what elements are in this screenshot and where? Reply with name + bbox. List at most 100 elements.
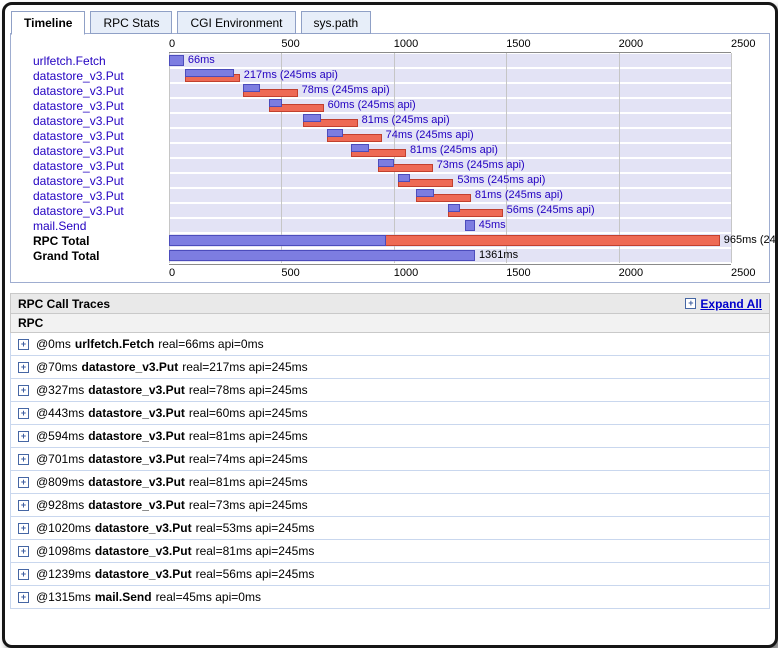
timeline-row-value: 1361ms [478, 249, 519, 261]
timeline-row: Grand Total 1361ms [11, 248, 769, 263]
timeline-row-track: 73ms (245ms api) [169, 159, 731, 172]
api-time-bar [268, 104, 324, 112]
trace-offset: @443ms [36, 406, 85, 420]
api-time-bar [326, 134, 382, 142]
real-time-bar [268, 99, 283, 107]
tab-sys-path[interactable]: sys.path [300, 11, 372, 34]
axis-tick-label: 0 [169, 267, 176, 279]
trace-row[interactable]: + @928ms datastore_v3.Put real=73ms api=245… [11, 494, 769, 517]
trace-row[interactable]: + @70ms datastore_v3.Put real=217ms api=245… [11, 356, 769, 379]
expand-all-link[interactable]: Expand All [700, 296, 762, 311]
timeline-row-name: RPC Total [33, 233, 90, 248]
timeline-row-track: 66ms [169, 54, 731, 67]
timeline-row-name: datastore_v3.Put [33, 188, 124, 203]
trace-row[interactable]: + @443ms datastore_v3.Put real=60ms api=245… [11, 402, 769, 425]
expand-row-icon[interactable]: + [18, 361, 29, 373]
timeline-row-track: 81ms (245ms api) [169, 144, 731, 157]
real-time-bar [302, 114, 321, 122]
expand-all-icon[interactable]: + [685, 298, 697, 309]
real-time-bar [184, 69, 234, 77]
trace-row[interactable]: + @1239ms datastore_v3.Put real=56ms api=24… [11, 563, 769, 586]
axis-tick-label: 500 [281, 267, 300, 279]
axis-tick-label: 2500 [731, 267, 756, 279]
expand-row-icon[interactable]: + [18, 384, 29, 396]
api-time-bar [377, 164, 433, 172]
trace-row[interactable]: + @1098ms datastore_v3.Put real=81ms api=24… [11, 540, 769, 563]
rpc-column-header: RPC [10, 314, 770, 333]
expand-row-icon[interactable]: + [18, 476, 29, 488]
trace-method: datastore_v3.Put [94, 567, 192, 581]
trace-offset: @327ms [36, 383, 85, 397]
timeline-row-value: 78ms (245ms api) [301, 84, 390, 96]
expand-row-icon[interactable]: + [18, 522, 29, 534]
timeline-row-name: urlfetch.Fetch [33, 53, 106, 68]
timeline-row-track: 217ms (245ms api) [169, 69, 731, 82]
trace-offset: @594ms [36, 429, 85, 443]
trace-row-list: + @0ms urlfetch.Fetch real=66ms api=0ms + @70… [10, 333, 770, 609]
timeline-row-name: datastore_v3.Put [33, 128, 124, 143]
real-time-bar [169, 55, 184, 66]
axis-tick-label: 500 [281, 38, 300, 50]
trace-row[interactable]: + @809ms datastore_v3.Put real=81ms api=245… [11, 471, 769, 494]
timeline-row-track: 60ms (245ms api) [169, 99, 731, 112]
real-time-bar [350, 144, 370, 152]
axis-tick-label: 1000 [393, 267, 419, 279]
timeline-row-value: 81ms (245ms api) [474, 189, 563, 201]
trace-row[interactable]: + @327ms datastore_v3.Put real=78ms api=245… [11, 379, 769, 402]
trace-detail: real=73ms api=245ms [188, 498, 308, 512]
expand-row-icon[interactable]: + [18, 568, 29, 580]
trace-offset: @1020ms [36, 521, 91, 535]
expand-row-icon[interactable]: + [18, 338, 29, 350]
trace-offset: @1315ms [36, 590, 91, 604]
api-time-bar [242, 89, 298, 97]
trace-method: datastore_v3.Put [88, 475, 185, 489]
timeline-row: datastore_v3.Put 81ms (245ms api) [11, 113, 769, 128]
timeline-row-track: 81ms (245ms api) [169, 189, 731, 202]
expand-all[interactable]: + Expand All [685, 297, 762, 311]
timeline-row: datastore_v3.Put 60ms (245ms api) [11, 98, 769, 113]
tab-timeline[interactable]: Timeline [11, 11, 86, 35]
expand-row-icon[interactable]: + [18, 591, 29, 603]
timeline-panel: 0 500 1000 1500 2000 2500 urlfetch.Fetch 66ms d… [10, 33, 775, 283]
trace-offset: @1098ms [36, 544, 91, 558]
timeline-row: datastore_v3.Put 74ms (245ms api) [11, 128, 769, 143]
tab-rpc-stats[interactable]: RPC Stats [90, 11, 173, 34]
trace-detail: real=81ms api=245ms [195, 544, 315, 558]
trace-offset: @701ms [36, 452, 85, 466]
expand-row-icon[interactable]: + [18, 430, 29, 442]
rpc-call-traces-header: RPC Call Traces + Expand All [10, 293, 770, 314]
tab-cgi-environment[interactable]: CGI Environment [177, 11, 296, 34]
trace-offset: @0ms [36, 337, 71, 351]
axis-tick-label: 0 [169, 38, 176, 50]
trace-method: datastore_v3.Put [88, 383, 185, 397]
timeline-rows: urlfetch.Fetch 66ms datastore_v3.Put 217ms … [11, 53, 775, 263]
axis-tick-label: 1500 [506, 267, 531, 279]
trace-method: datastore_v3.Put [94, 544, 192, 558]
axis-tick-label: 2500 [731, 38, 756, 50]
trace-detail: real=60ms api=245ms [188, 406, 308, 420]
trace-row[interactable]: + @701ms datastore_v3.Put real=74ms api=245… [11, 448, 769, 471]
api-time-bar [415, 194, 471, 202]
trace-row[interactable]: + @1315ms mail.Send real=45ms api=0ms [11, 586, 769, 608]
rpc-call-traces-section: RPC Call Traces + Expand All RPC + @0ms ur… [10, 293, 770, 609]
timeline-row: datastore_v3.Put 217ms (245ms api) [11, 68, 769, 83]
expand-row-icon[interactable]: + [18, 545, 29, 557]
expand-row-icon[interactable]: + [18, 407, 29, 419]
trace-offset: @809ms [36, 475, 85, 489]
timeline-row-name: datastore_v3.Put [33, 158, 124, 173]
trace-row[interactable]: + @594ms datastore_v3.Put real=81ms api=245… [11, 425, 769, 448]
trace-detail: real=74ms api=245ms [188, 452, 308, 466]
real-time-bar [169, 250, 475, 261]
expand-row-icon[interactable]: + [18, 453, 29, 465]
timeline-row: mail.Send 45ms [11, 218, 769, 233]
timeline-row-name: datastore_v3.Put [33, 68, 124, 83]
trace-offset: @1239ms [36, 567, 91, 581]
trace-row[interactable]: + @1020ms datastore_v3.Put real=53ms api=24… [11, 517, 769, 540]
timeline-row: RPC Total 965ms (2450ms api) [11, 233, 775, 248]
timeline-chart: urlfetch.Fetch 66ms datastore_v3.Put 217ms … [11, 53, 775, 263]
timeline-row-value: 45ms [478, 219, 506, 231]
api-time-bar [302, 119, 358, 127]
trace-row[interactable]: + @0ms urlfetch.Fetch real=66ms api=0ms [11, 333, 769, 356]
expand-row-icon[interactable]: + [18, 499, 29, 511]
timeline-row-name: datastore_v3.Put [33, 143, 124, 158]
